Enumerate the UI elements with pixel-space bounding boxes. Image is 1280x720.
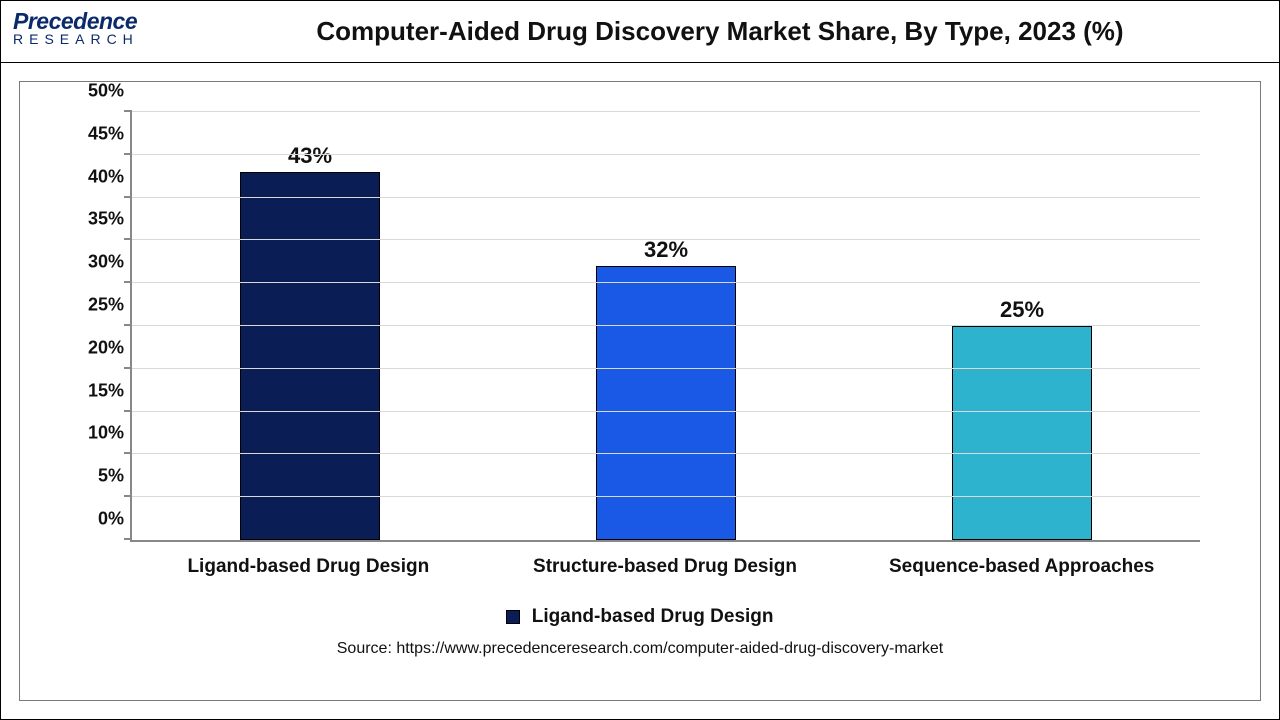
page-container: Precedence RESEARCH Computer-Aided Drug …: [0, 0, 1280, 720]
grid-line: [132, 496, 1200, 497]
x-axis-label: Sequence-based Approaches: [843, 556, 1200, 578]
y-tick-mark: [124, 538, 132, 540]
legend: Ligand-based Drug Design: [60, 606, 1220, 628]
x-axis-label: Structure-based Drug Design: [487, 556, 844, 578]
chart-title: Computer-Aided Drug Discovery Market Sha…: [173, 16, 1267, 47]
y-tick-label: 0%: [72, 509, 124, 530]
legend-swatch: [506, 610, 520, 624]
y-tick-label: 40%: [72, 166, 124, 187]
grid-line: [132, 282, 1200, 283]
bar-group: 32%: [488, 112, 844, 540]
y-tick-label: 30%: [72, 252, 124, 273]
y-tick-mark: [124, 196, 132, 198]
y-tick-mark: [124, 281, 132, 283]
bar-group: 43%: [132, 112, 488, 540]
grid-line: [132, 239, 1200, 240]
grid-line: [132, 111, 1200, 112]
y-tick-mark: [124, 153, 132, 155]
y-tick-mark: [124, 110, 132, 112]
grid-line: [132, 368, 1200, 369]
bar-value-label: 32%: [644, 237, 688, 263]
y-tick-label: 35%: [72, 209, 124, 230]
y-tick-mark: [124, 367, 132, 369]
source-text: Source: https://www.precedenceresearch.c…: [60, 640, 1220, 658]
bar: 32%: [596, 266, 736, 540]
y-tick-label: 5%: [72, 466, 124, 487]
logo: Precedence RESEARCH: [13, 8, 173, 56]
chart-area: 43% 32% 25% 0% 5% 10% 15% 20% 25% 30% 35% 40% 45% 50…: [19, 81, 1261, 701]
y-tick-label: 50%: [72, 81, 124, 102]
y-tick-label: 10%: [72, 423, 124, 444]
plot: 43%32%25% 0%5%10%15%20%25%30%35%40%45%50…: [130, 112, 1200, 542]
bar: 25%: [952, 326, 1092, 540]
legend-label: Ligand-based Drug Design: [532, 606, 774, 627]
grid-line: [132, 154, 1200, 155]
y-tick-label: 25%: [72, 295, 124, 316]
bars-container: 43% 32% 25%: [132, 112, 1200, 540]
y-tick-mark: [124, 495, 132, 497]
grid-line: [132, 411, 1200, 412]
bar: 43%: [240, 172, 380, 540]
y-tick-mark: [124, 410, 132, 412]
bar-value-label: 43%: [288, 143, 332, 169]
x-axis-labels: Ligand-based Drug DesignStructure-based …: [130, 556, 1200, 578]
y-tick-mark: [124, 238, 132, 240]
grid-line: [132, 453, 1200, 454]
grid-line: [132, 325, 1200, 326]
y-tick-label: 15%: [72, 380, 124, 401]
bar-value-label: 25%: [1000, 297, 1044, 323]
grid-line: [132, 197, 1200, 198]
logo-bottom: RESEARCH: [13, 31, 173, 47]
x-axis-label: Ligand-based Drug Design: [130, 556, 487, 578]
y-tick-label: 45%: [72, 123, 124, 144]
bar-group: 25%: [844, 112, 1200, 540]
y-tick-mark: [124, 324, 132, 326]
y-tick-label: 20%: [72, 337, 124, 358]
title-wrap: Computer-Aided Drug Discovery Market Sha…: [173, 16, 1267, 47]
header: Precedence RESEARCH Computer-Aided Drug …: [1, 1, 1279, 63]
y-tick-mark: [124, 452, 132, 454]
